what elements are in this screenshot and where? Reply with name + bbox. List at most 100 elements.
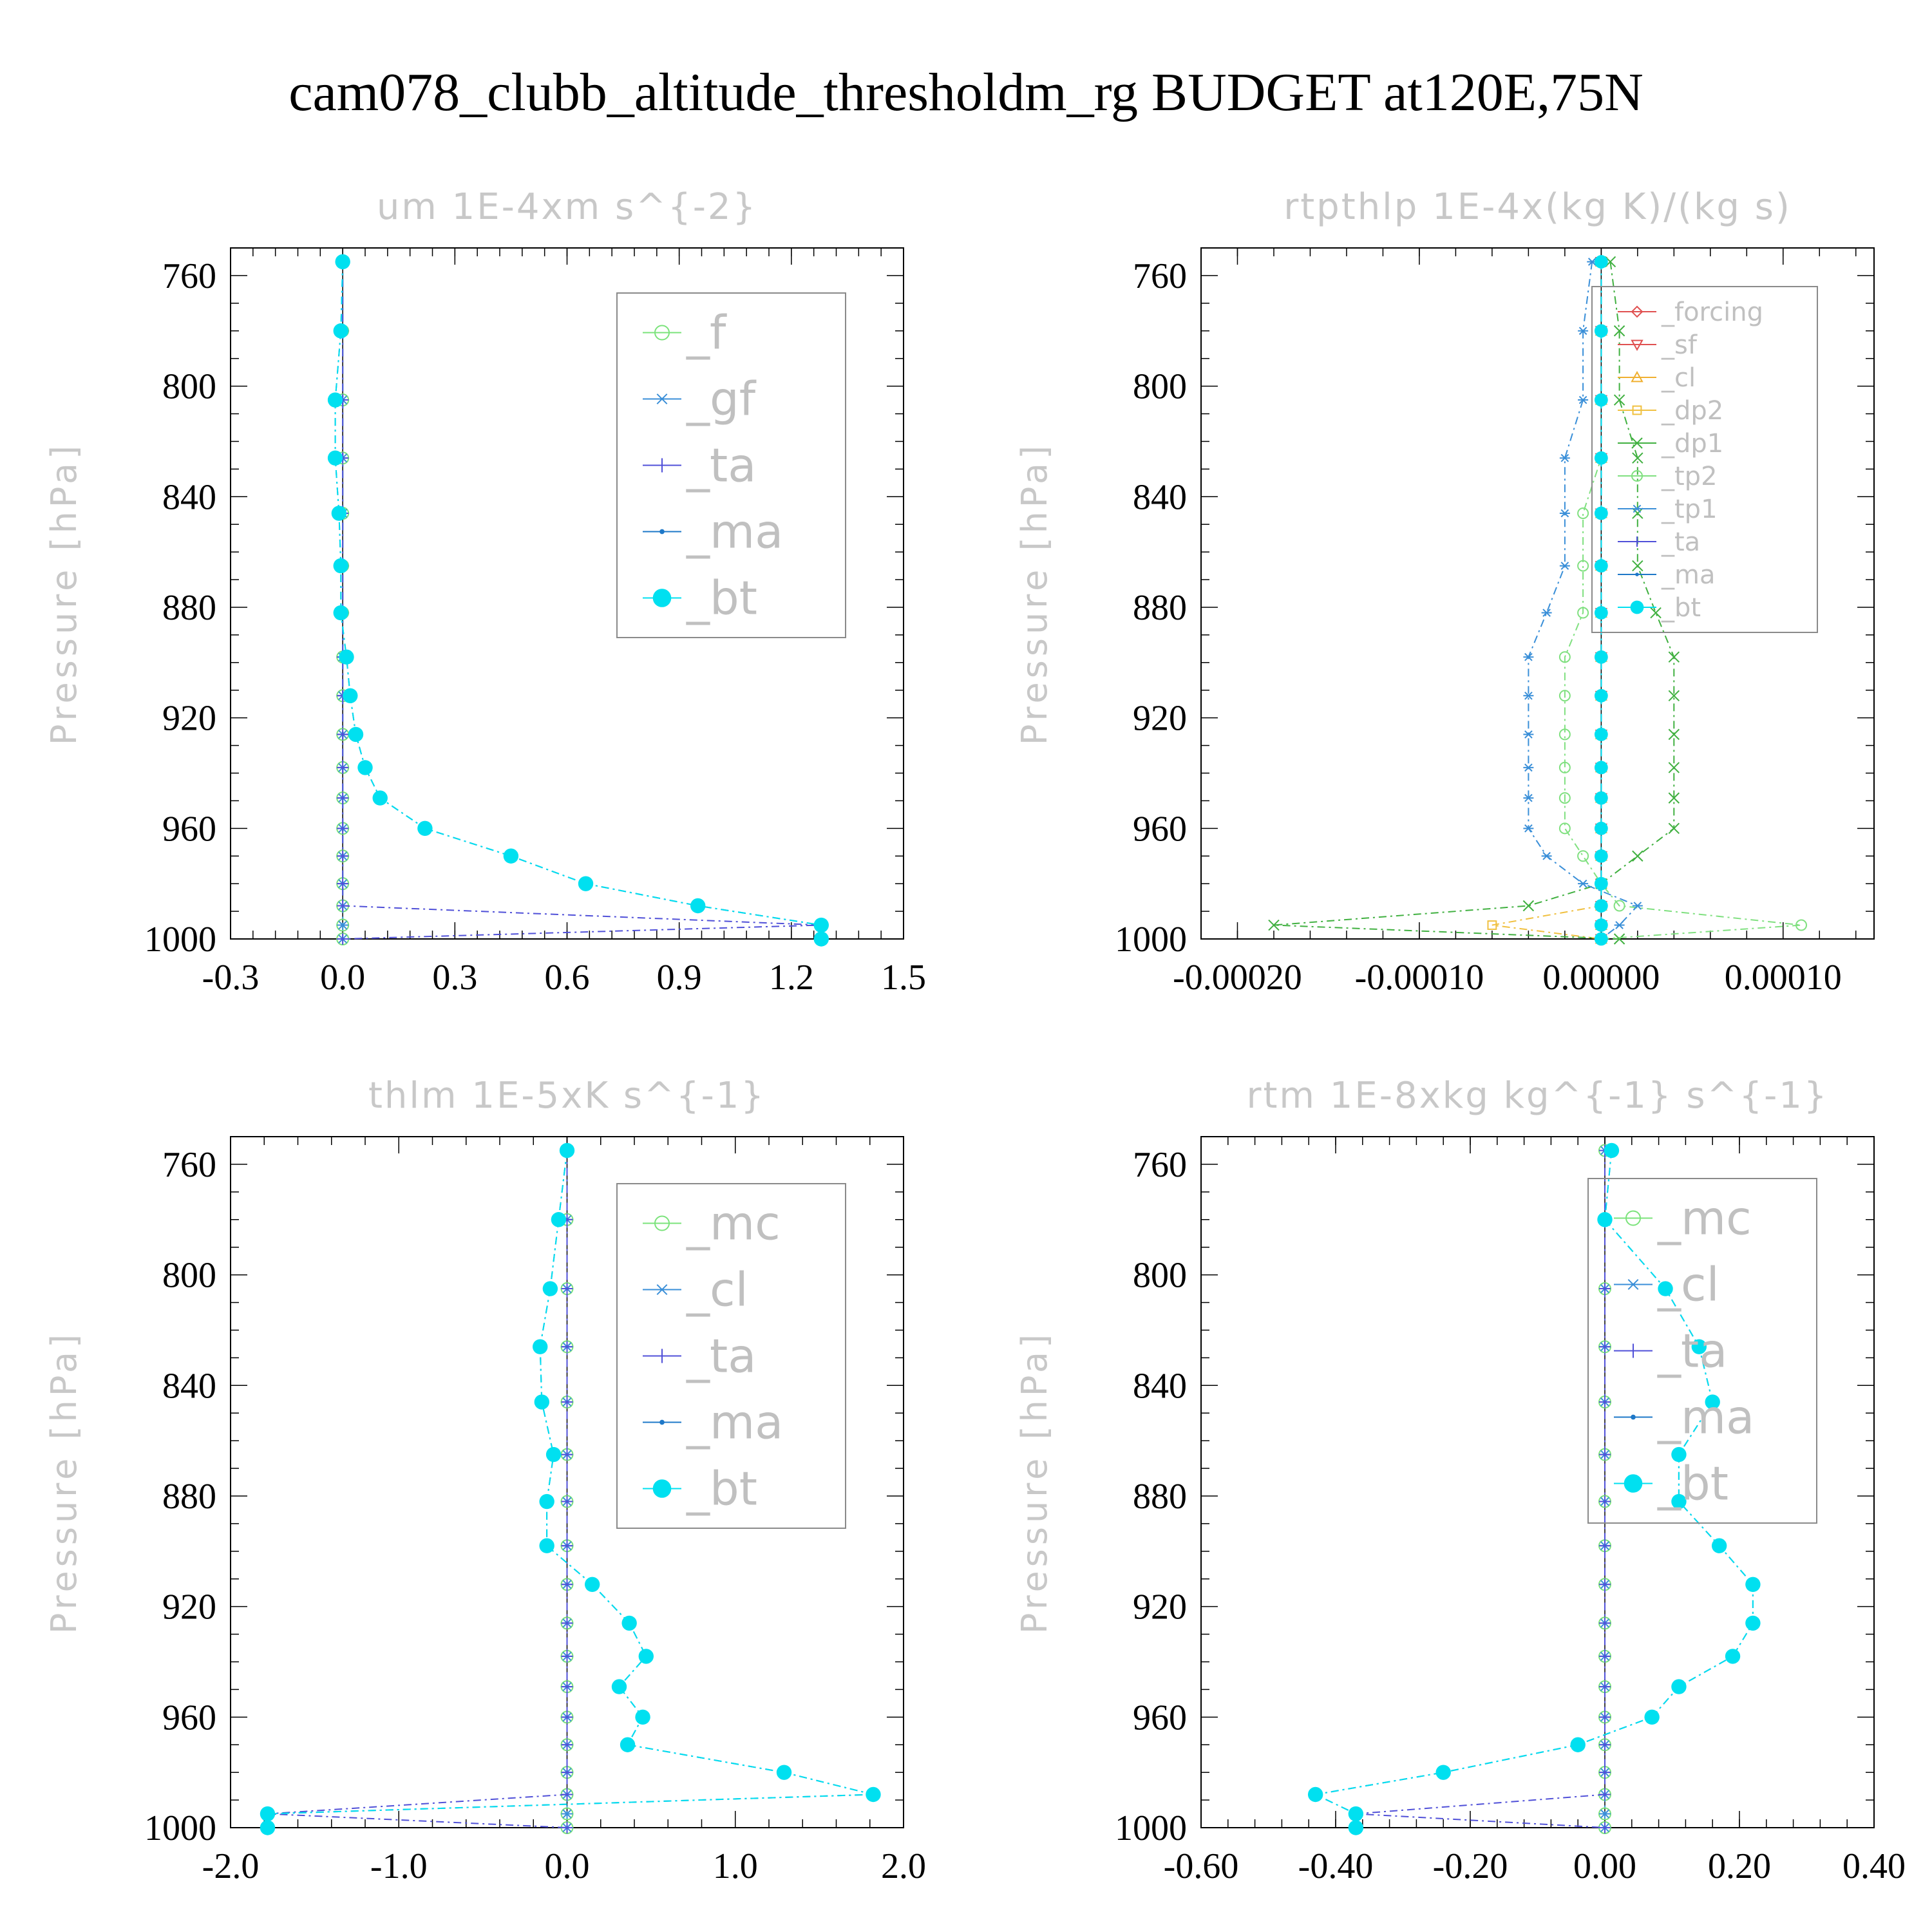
x-tick-label: 0.6 — [545, 958, 590, 998]
minor-ticks — [230, 1136, 904, 1828]
data-point — [1558, 651, 1571, 663]
data-point — [1268, 919, 1280, 931]
legend-label: _forcing — [1661, 298, 1763, 327]
data-point — [1599, 1396, 1611, 1408]
y-tick-label: 1000 — [144, 920, 216, 960]
data-point — [561, 1578, 573, 1591]
data-point — [1558, 690, 1571, 702]
legend-marker — [655, 393, 669, 404]
data-point — [339, 649, 354, 665]
x-tick-label: 0.20 — [1708, 1846, 1771, 1886]
data-point — [1613, 900, 1625, 912]
data-point — [337, 850, 349, 862]
legend-marker — [1631, 470, 1643, 482]
y-axis-label: Pressure [hPa] — [44, 1331, 84, 1634]
data-point — [1594, 849, 1608, 863]
x-tick-label: -0.00010 — [1355, 958, 1484, 998]
data-point — [1599, 1809, 1611, 1819]
data-point — [561, 1650, 573, 1662]
data-point — [1594, 761, 1608, 775]
data-point — [1599, 1822, 1611, 1833]
data-point — [561, 1766, 573, 1779]
plot-frame — [1200, 1136, 1875, 1828]
data-point — [337, 920, 349, 930]
legend: _mc _cl _ta _ma _bt — [616, 1183, 846, 1529]
data-point — [1541, 851, 1552, 860]
data-point — [1599, 1650, 1611, 1662]
legend-label: _sf — [1661, 330, 1698, 360]
data-point — [561, 1617, 573, 1629]
legend-item: _bt — [1614, 1457, 1728, 1511]
data-point — [1632, 507, 1643, 519]
legend-label: _ma — [1661, 560, 1715, 590]
data-point — [1599, 1766, 1611, 1779]
x-tick-label: -0.20 — [1433, 1846, 1508, 1886]
data-point — [348, 726, 364, 743]
x-tick-label: 1.0 — [713, 1846, 758, 1886]
data-point — [1594, 255, 1608, 269]
legend-item: _ma — [1618, 560, 1715, 590]
data-point — [1599, 1341, 1611, 1353]
y-tick-label: 880 — [162, 1477, 216, 1517]
data-point — [1632, 850, 1643, 862]
panel-title: um 1E-4xm s^{-2} — [377, 186, 757, 228]
data-point — [561, 1396, 573, 1408]
data-point — [343, 688, 358, 704]
legend-box — [1591, 286, 1818, 633]
y-tick-label: 960 — [162, 809, 216, 849]
x-tick-label: 0.00010 — [1725, 958, 1842, 998]
data-point — [1658, 1281, 1673, 1296]
legend-marker — [1631, 437, 1643, 449]
data-point — [1594, 650, 1608, 664]
data-point — [1559, 509, 1570, 518]
x-tick-label: 0.3 — [432, 958, 477, 998]
x-tick-label: 0.0 — [545, 1846, 590, 1886]
data-point — [533, 1339, 548, 1354]
data-point — [1594, 324, 1608, 338]
series-line — [267, 1150, 874, 1828]
legend-label: _tp2 — [1661, 462, 1718, 491]
plot-frame — [230, 247, 904, 940]
y-tick-label: 800 — [162, 367, 216, 407]
legend-label: _ma — [1657, 1390, 1754, 1444]
x-tick-label: -1.0 — [370, 1846, 428, 1886]
data-point — [337, 900, 349, 912]
y-tick-label: 840 — [1133, 477, 1187, 517]
legend-item: _dp2 — [1618, 396, 1723, 426]
data-point — [1523, 763, 1534, 772]
data-point — [621, 1615, 637, 1631]
data-point — [1668, 822, 1680, 835]
legend-label: _ma — [686, 505, 783, 559]
legend-item: _ta — [1618, 527, 1700, 557]
legend-marker — [654, 325, 670, 341]
data-point — [1541, 609, 1552, 617]
data-point — [337, 792, 349, 804]
legend-item: _sf — [1618, 330, 1698, 360]
minor-ticks — [1200, 247, 1874, 940]
series-ma — [265, 1148, 876, 1830]
data-point — [561, 1711, 573, 1723]
data-point — [1632, 560, 1643, 572]
series-line — [267, 1150, 568, 1828]
minor-ticks — [1200, 1136, 1875, 1828]
data-point — [1307, 1786, 1323, 1803]
data-point — [561, 1822, 573, 1833]
legend-item: _cl — [1614, 1258, 1719, 1312]
y-tick-label: 880 — [162, 588, 216, 628]
data-point — [542, 1281, 558, 1296]
data-point — [1577, 507, 1589, 520]
data-point — [1558, 761, 1571, 773]
legend-marker — [652, 589, 672, 607]
figure-title: cam078_clubb_altitude_thresholdm_rg BUDG… — [289, 62, 1643, 122]
legend-item: _cl — [643, 1263, 748, 1317]
legend-box — [616, 1183, 846, 1529]
legend-marker — [1626, 1343, 1640, 1358]
y-tick-label: 1000 — [1115, 920, 1187, 960]
legend-item: _ta — [1614, 1324, 1727, 1378]
data-point — [1644, 1709, 1660, 1725]
series-bt — [1594, 255, 1608, 946]
legend-label: _mc — [1657, 1191, 1752, 1245]
series-line — [1492, 261, 1602, 940]
y-axis-label: Pressure [hPa] — [1014, 442, 1055, 745]
legend-marker — [655, 1349, 669, 1363]
